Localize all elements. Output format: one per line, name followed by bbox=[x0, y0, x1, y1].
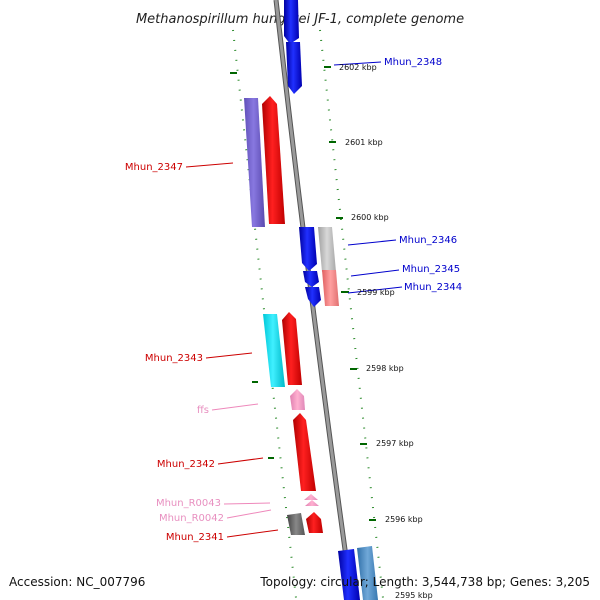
gene-label[interactable]: Mhun_2344 bbox=[404, 282, 462, 293]
gene-label[interactable]: Mhun_2347 bbox=[125, 162, 183, 173]
gene-label[interactable]: Mhun_2341 bbox=[166, 532, 224, 543]
gene-mhun-r0043[interactable] bbox=[304, 494, 318, 500]
accession-text: Accession: NC_007796 bbox=[9, 575, 146, 589]
kbp-label: 2595 kbp bbox=[395, 591, 433, 600]
kbp-label: 2600 kbp bbox=[351, 213, 389, 222]
gene-label[interactable]: ffs bbox=[197, 405, 209, 416]
topology-text: Topology: circular; Length: 3,544,738 bp… bbox=[260, 575, 590, 589]
gene-mhun-2346[interactable] bbox=[299, 227, 336, 272]
gene-mhun-2341[interactable] bbox=[287, 512, 323, 535]
gene-label[interactable]: Mhun_2345 bbox=[402, 264, 460, 275]
right-guide-track bbox=[319, 29, 384, 599]
kbp-label: 2598 kbp bbox=[366, 364, 404, 373]
gene-mhun-2344[interactable] bbox=[305, 270, 339, 307]
gene-label[interactable]: Mhun_R0043 bbox=[156, 498, 221, 509]
kbp-label: 2596 kbp bbox=[385, 515, 423, 524]
gene-mhun-2347[interactable] bbox=[244, 96, 285, 227]
map-title: Methanospirillum hungatei JF-1, complete… bbox=[136, 12, 464, 27]
gene-ffs[interactable] bbox=[290, 389, 305, 410]
gene-mhun-r0042[interactable] bbox=[305, 500, 319, 506]
gene-label[interactable]: Mhun_2342 bbox=[157, 459, 215, 470]
gene-bottom-blue[interactable] bbox=[338, 546, 378, 600]
gene-mhun-2343[interactable] bbox=[263, 312, 302, 387]
kbp-label: 2602 kbp bbox=[339, 63, 377, 72]
gene-label[interactable]: Mhun_2343 bbox=[145, 353, 203, 364]
leader-lines bbox=[185, 61, 403, 538]
gene-mhun-2345[interactable] bbox=[303, 271, 319, 287]
gene-mhun-2342[interactable] bbox=[293, 413, 316, 491]
kbp-label: 2601 kbp bbox=[345, 138, 383, 147]
gene-mhun-2348[interactable] bbox=[284, 0, 302, 94]
gene-label[interactable]: Mhun_R0042 bbox=[159, 513, 224, 524]
gene-label[interactable]: Mhun_2348 bbox=[384, 57, 442, 68]
major-ticks bbox=[230, 66, 376, 521]
kbp-label: 2597 kbp bbox=[376, 439, 414, 448]
kbp-label: 2599 kbp bbox=[357, 288, 395, 297]
gene-label[interactable]: Mhun_2346 bbox=[399, 235, 457, 246]
